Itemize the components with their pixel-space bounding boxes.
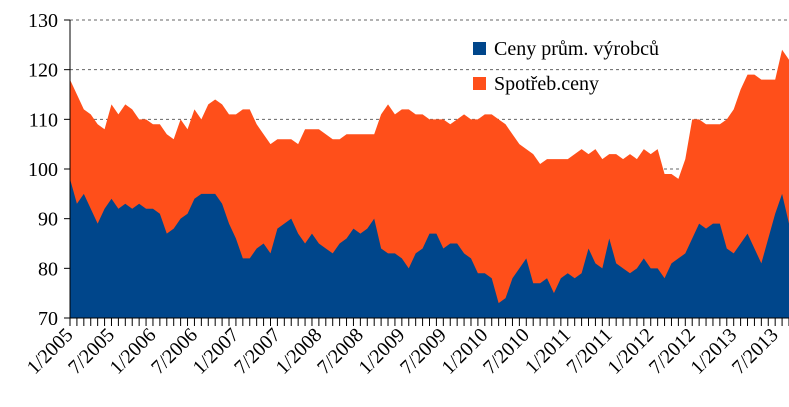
legend-swatch — [473, 42, 486, 55]
x-tick-label: 1/2012 — [603, 324, 658, 379]
x-tick-label: 7/2013 — [728, 324, 783, 379]
legend-label: Ceny prům. výrobců — [494, 38, 659, 60]
legend: Ceny prům. výrobců Spotřeb.ceny — [473, 38, 659, 95]
y-tick-label: 90 — [38, 209, 58, 231]
x-tick-label: 1/2011 — [521, 324, 575, 378]
x-tick-label: 7/2007 — [230, 324, 285, 379]
legend-swatch — [473, 77, 486, 90]
x-tick-label: 7/2009 — [396, 324, 451, 379]
y-tick-label: 80 — [38, 258, 58, 280]
y-tick-label: 110 — [29, 109, 58, 131]
x-tick-label: 1/2010 — [437, 324, 492, 379]
x-tick-label: 1/2009 — [355, 324, 410, 379]
x-tick-label: 7/2011 — [562, 324, 616, 378]
x-tick-label: 7/2012 — [645, 324, 700, 379]
x-tick-label: 7/2008 — [313, 324, 368, 379]
x-tick-label: 1/2013 — [686, 324, 741, 379]
x-tick-label: 7/2010 — [479, 324, 534, 379]
area — [70, 178, 789, 318]
areas — [70, 49, 789, 319]
y-tick-label: 120 — [28, 60, 58, 82]
y-tick-label: 130 — [28, 10, 58, 32]
y-tick-label: 70 — [38, 308, 58, 330]
x-tick-label: 7/2005 — [64, 324, 119, 379]
x-tick-label: 7/2006 — [147, 324, 202, 379]
y-tick-label: 100 — [28, 159, 58, 181]
x-tick-label: 1/2006 — [106, 324, 161, 379]
legend-label: Spotřeb.ceny — [494, 73, 599, 95]
x-tick-label: 1/2005 — [23, 324, 78, 379]
x-tick-label: 1/2007 — [189, 324, 244, 379]
x-tick-label: 1/2008 — [272, 324, 327, 379]
